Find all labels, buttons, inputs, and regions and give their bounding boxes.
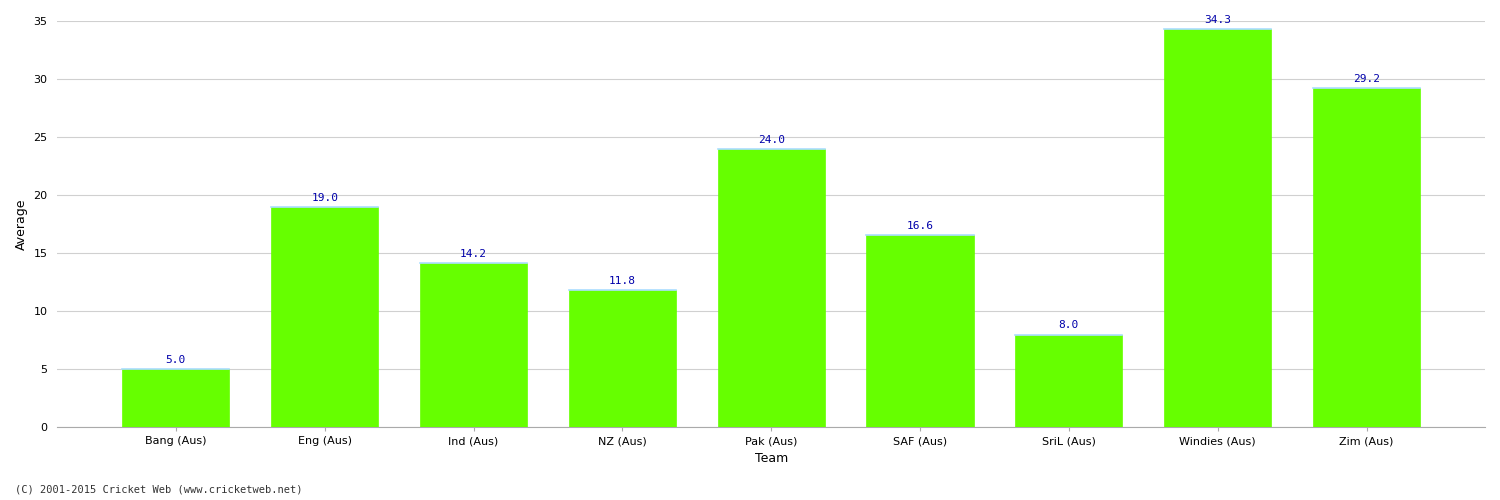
Bar xyxy=(717,149,825,427)
X-axis label: Team: Team xyxy=(754,452,788,465)
Text: 5.0: 5.0 xyxy=(165,356,186,366)
Bar xyxy=(420,262,526,428)
Text: 14.2: 14.2 xyxy=(460,248,488,258)
Bar xyxy=(123,370,230,428)
Bar xyxy=(1312,88,1420,427)
Text: (C) 2001-2015 Cricket Web (www.cricketweb.net): (C) 2001-2015 Cricket Web (www.cricketwe… xyxy=(15,485,303,495)
Text: 29.2: 29.2 xyxy=(1353,74,1380,85)
Text: 24.0: 24.0 xyxy=(758,135,784,145)
Text: 8.0: 8.0 xyxy=(1059,320,1078,330)
Bar xyxy=(867,234,974,428)
Bar xyxy=(1016,334,1122,428)
Bar xyxy=(272,207,378,428)
Bar xyxy=(1164,30,1272,428)
Text: 19.0: 19.0 xyxy=(310,193,338,203)
Y-axis label: Average: Average xyxy=(15,198,28,250)
Text: 11.8: 11.8 xyxy=(609,276,636,286)
Text: 34.3: 34.3 xyxy=(1204,15,1231,25)
Bar xyxy=(568,290,676,428)
Text: 16.6: 16.6 xyxy=(906,220,933,230)
